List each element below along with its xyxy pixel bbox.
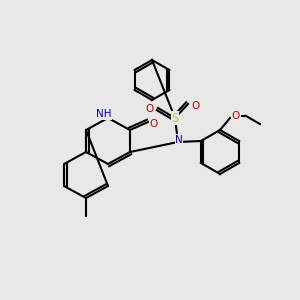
Text: NH: NH xyxy=(96,109,112,119)
Text: S: S xyxy=(171,112,179,124)
Text: O: O xyxy=(150,119,158,129)
Text: N: N xyxy=(175,135,183,145)
Text: O: O xyxy=(146,104,154,114)
Text: O: O xyxy=(191,101,199,111)
Text: O: O xyxy=(232,111,240,121)
